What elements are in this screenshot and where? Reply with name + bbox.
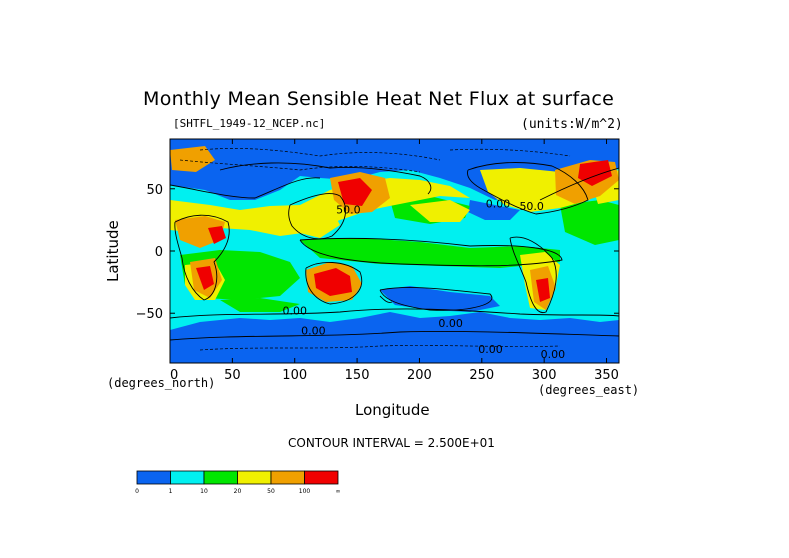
colorbar-label: ∞ (336, 488, 341, 495)
x-tick-label: 250 (469, 368, 494, 383)
green-atlantic (560, 200, 619, 245)
red-southern-africa (196, 266, 214, 290)
contour-label: 0.00 (301, 324, 326, 337)
orange-arctic-patch (170, 146, 215, 172)
red-east-asia (338, 178, 372, 206)
north-pacific-blue (468, 200, 520, 220)
red-australia (314, 268, 352, 296)
colorbar-swatch (203, 470, 238, 485)
contour-label: 0.00 (486, 197, 511, 210)
tropical-green-pacific (300, 238, 560, 268)
contour-label: 0.00 (478, 343, 503, 356)
x-tick-label: 200 (407, 368, 432, 383)
colorbar-label: 100 (299, 488, 311, 495)
colorbar-label: 1 (169, 488, 173, 495)
x-tick-label: 300 (532, 368, 557, 383)
contour-label: 0.00 (541, 348, 566, 361)
y-tick-label: 50 (146, 183, 163, 198)
contour-interval-label: CONTOUR INTERVAL = 2.500E+01 (288, 436, 495, 450)
yellow-east-asia (290, 206, 340, 238)
contour-label: 0.00 (282, 304, 307, 317)
colorbar-swatch (136, 470, 171, 485)
yellow-west-pacific (410, 200, 470, 222)
contour-label: 50.0 (336, 204, 361, 217)
colorbar-swatch (170, 470, 205, 485)
x-tick-label: 100 (282, 368, 307, 383)
colorbar-label: 20 (234, 488, 242, 495)
x-tick-label: 350 (594, 368, 619, 383)
red-africa (208, 226, 226, 244)
y-axis-label: Latitude (104, 220, 122, 282)
axis-ticks (169, 139, 619, 363)
south-pacific-blue (380, 286, 500, 312)
colorbar-label: 0 (135, 488, 139, 495)
chart-title: Monthly Mean Sensible Heat Net Flux at s… (143, 88, 615, 110)
antarctic-region (170, 312, 619, 363)
colorbar-swatch (270, 470, 305, 485)
tick-labels: 0 50 100 150 200 250 300 350 50 0 −50 (136, 183, 619, 383)
x-tick-label: 0 (170, 368, 178, 383)
x-axis-label: Longitude (355, 401, 430, 419)
contour-label: 0.00 (438, 317, 463, 330)
y-tick-label: 0 (155, 245, 163, 260)
contour-lines (170, 162, 619, 341)
dashed-contours (179, 148, 571, 351)
contour-annotations: 50.0 0.00 50.0 0.00 0.00 0.00 0.00 0.00 (282, 197, 565, 361)
x-tick-label: 150 (345, 368, 370, 383)
units-label: (units:W/m^2) (521, 117, 623, 132)
colorbar: 0 1 10 20 50 100 ∞ (135, 470, 341, 495)
y-tick-label: −50 (136, 307, 163, 322)
colorbar-label: 10 (200, 488, 208, 495)
x-axis-unit-north: (degrees_north) (107, 376, 216, 390)
red-south-america (536, 278, 550, 302)
colorbar-swatch (237, 470, 272, 485)
x-tick-label: 50 (224, 368, 241, 383)
x-axis-unit-east: (degrees_east) (538, 383, 640, 397)
green-south-indian (220, 298, 300, 312)
contour-label: 50.0 (519, 200, 544, 213)
plot-area (170, 139, 619, 363)
colorbar-label: 50 (267, 488, 275, 495)
colorbar-swatch (304, 470, 339, 485)
file-label: [SHTFL_1949-12_NCEP.nc] (173, 117, 326, 130)
